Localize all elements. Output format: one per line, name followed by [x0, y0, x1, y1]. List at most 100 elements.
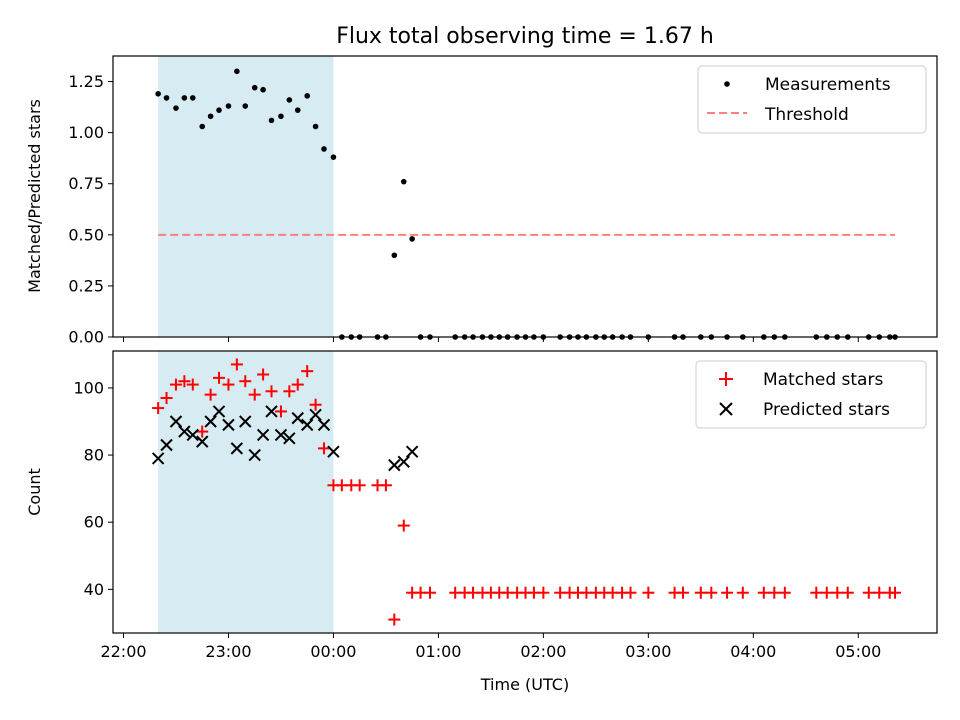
matched-star-marker: [239, 375, 252, 388]
x-tick-label: 01:00: [415, 642, 461, 661]
count-legend-box: [695, 360, 927, 429]
matched-star-marker: [624, 586, 637, 599]
measurement-point: [189, 95, 196, 101]
y-tick-label: 0.00: [68, 328, 104, 347]
observing-window-shade-top: [158, 56, 334, 337]
matched-star-marker: [248, 388, 261, 401]
x-tick-label: 05:00: [835, 642, 881, 661]
predicted-star-marker: [248, 448, 261, 462]
matched-star-marker: [353, 479, 366, 492]
y-tick-label: 0.50: [68, 225, 104, 244]
matched-star-marker: [309, 398, 322, 411]
x-tick-label: 02:00: [520, 642, 566, 661]
ratio-y-ticks: 0.00 0.25 0.50 0.75 1.00 1.25: [68, 72, 113, 347]
x-tick-label: 23:00: [205, 642, 251, 661]
y-tick-label: 1.25: [68, 72, 104, 91]
matched-star-marker: [230, 358, 243, 371]
measurement-point: [163, 95, 170, 101]
predicted-star-marker: [291, 411, 304, 425]
matched-star-marker: [705, 586, 718, 599]
measurement-point: [155, 91, 161, 97]
measurement-point: [216, 107, 222, 113]
legend-measurements-marker: [724, 81, 730, 87]
predicted-star-marker: [327, 445, 340, 458]
legend-matched-label: Matched stars: [763, 370, 883, 390]
y-tick-label: 100: [73, 378, 104, 397]
predicted-star-marker: [178, 425, 191, 438]
x-tick-label: 00:00: [310, 642, 356, 661]
ratio-axes-frame: [112, 55, 938, 338]
predicted-star-marker: [300, 418, 314, 432]
y-tick-label: 40: [84, 580, 104, 599]
matched-star-marker: [388, 613, 401, 626]
predicted-star-marker: [212, 405, 226, 418]
count-axes-frame: [112, 350, 938, 634]
y-tick-label: 0.75: [68, 174, 104, 193]
predicted-star-marker: [186, 428, 199, 442]
measurement-point: [391, 252, 398, 259]
matched-star-marker: [873, 586, 886, 599]
measurement-point: [321, 146, 327, 152]
x-tick-label: 03:00: [625, 642, 671, 661]
matched-star-marker: [694, 586, 707, 599]
matched-star-marker: [841, 586, 854, 599]
predicted-star-marker: [230, 442, 244, 455]
measurement-point: [409, 236, 415, 242]
predicted-star-marker: [388, 458, 401, 472]
matched-star-marker: [152, 402, 165, 415]
matched-star-marker: [160, 392, 173, 404]
matched-star-marker: [379, 479, 392, 492]
matched-star-marker: [757, 586, 770, 599]
chart-title: Flux total observing time = 1.67 h: [336, 24, 714, 49]
y-tick-label: 80: [84, 446, 104, 465]
predicted-star-marker: [265, 405, 278, 418]
x-tick-label: 04:00: [730, 642, 776, 661]
matched-star-marker: [810, 586, 823, 599]
measurement-point: [330, 154, 337, 160]
measurement-point: [312, 123, 319, 130]
predicted-star-marker: [405, 445, 419, 458]
measurement-point: [242, 103, 249, 109]
matched-star-marker: [222, 378, 235, 391]
legend-threshold-label: Threshold: [764, 105, 849, 125]
legend-measurements-label: Measurements: [765, 75, 891, 95]
measurement-point: [173, 105, 179, 111]
matched-star-marker: [424, 586, 437, 599]
y-tick-label: 1.00: [68, 123, 104, 142]
predicted-star-marker: [309, 408, 322, 421]
count-panel: 40 60 80 100 22:00 23:00 00:00 01:00 02:00 03:00…: [25, 350, 938, 694]
measurement-point: [251, 84, 258, 91]
predicted-star-marker: [204, 415, 217, 428]
matched-star-marker: [862, 586, 875, 599]
measurement-point: [234, 68, 240, 75]
count-y-ticks: 40 60 80 100: [73, 378, 113, 599]
ratio-legend-box: [697, 65, 927, 134]
matched-star-marker: [291, 378, 304, 391]
measurement-point: [181, 95, 188, 101]
legend-predicted-label: Predicted stars: [763, 400, 890, 420]
measurement-point: [278, 113, 284, 120]
measurement-point: [400, 178, 407, 185]
measurement-point: [268, 117, 275, 124]
predicted-star-marker: [317, 418, 331, 432]
predicted-star-marker: [283, 432, 296, 445]
predicted-star-marker: [397, 455, 410, 468]
matched-star-marker: [736, 586, 749, 599]
matched-star-marker: [213, 371, 226, 384]
matched-star-marker: [642, 586, 655, 599]
matched-star-marker: [274, 405, 287, 418]
ratio-panel: 0.00 0.25 0.50 0.75 1.00 1.25 Matched/Predict…: [25, 55, 938, 347]
matched-star-marker: [820, 586, 833, 599]
count-x-ticks: 22:00 23:00 00:00 01:00 02:00 03:00 04:00 05:00: [100, 633, 881, 661]
matched-star-marker: [889, 586, 902, 599]
predicted-star-markers: [151, 405, 419, 472]
matched-star-marker: [778, 586, 791, 599]
measurement-point: [304, 93, 310, 99]
y-tick-label: 60: [84, 513, 104, 532]
measurement-point: [294, 107, 301, 113]
count-y-label: Count: [25, 468, 44, 516]
ratio-x-ticks: [122, 337, 859, 342]
matched-star-marker: [169, 378, 182, 391]
